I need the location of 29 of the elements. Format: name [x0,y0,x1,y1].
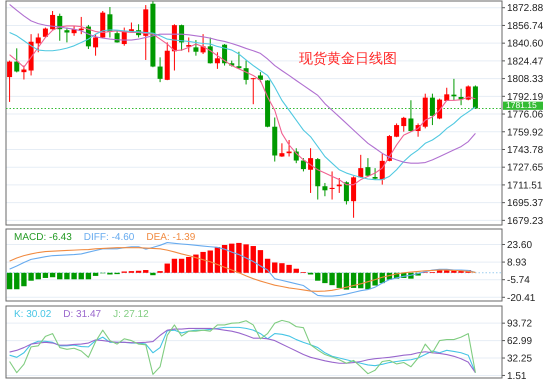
legend: K: 30.02 [14,309,52,320]
ytick: 1711.51 [507,180,542,192]
ytick: 93.72 [507,318,532,330]
ytick: 1872.88 [507,3,544,14]
title: 现货黄金日线图 [299,50,398,66]
ytick: 1776.06 [507,110,544,121]
ytick: 62.99 [507,336,532,348]
ytick: 23.60 [507,240,532,251]
ytick: -20.41 [507,292,536,304]
ytick: 1759.92 [507,127,544,138]
legend: D: 31.47 [63,309,102,320]
ytick: 1856.74 [507,20,544,32]
ytick: 1695.37 [507,198,544,210]
ytick: 1824.47 [507,56,544,68]
ytick: 1792.19 [507,92,544,103]
ytick: 1808.33 [507,74,544,86]
legend: DEA: -1.39 [146,232,196,243]
ytick: 1679.23 [507,216,544,227]
ytick: 8.93 [507,258,526,269]
legend: MACD: -6.43 [14,232,72,243]
ytick: 1.51 [507,370,526,381]
ytick: 1840.60 [507,38,544,50]
ytick: 32.25 [507,354,532,365]
ytick: 1727.65 [507,162,544,174]
legend: J: 27.12 [113,309,149,320]
ytick: -5.74 [507,275,530,286]
ytick: 1743.78 [507,144,544,156]
ref-label: 1781.15 [506,100,537,110]
legend: DIFF: -4.60 [84,232,134,243]
